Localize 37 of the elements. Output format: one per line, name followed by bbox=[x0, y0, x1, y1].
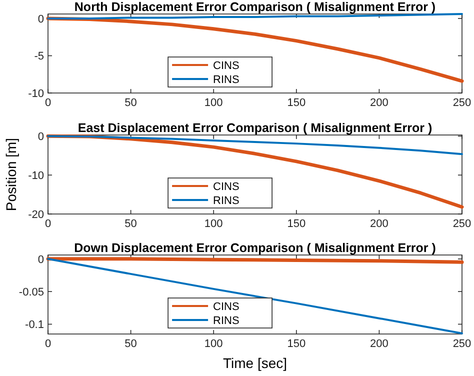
legend-label: RINS bbox=[213, 315, 240, 327]
x-tick-label: 100 bbox=[204, 97, 223, 109]
y-tick-label: 0 bbox=[38, 13, 44, 26]
chart-title: Down Displacement Error Comparison ( Misalignment Error ) bbox=[74, 241, 436, 255]
chart-title: East Displacement Error Comparison ( Misalignment Error ) bbox=[78, 121, 432, 135]
x-tick-label: 250 bbox=[452, 218, 472, 230]
legend-label: CINS bbox=[213, 301, 240, 313]
x-tick-label: 200 bbox=[370, 97, 388, 109]
y-tick-label: 0 bbox=[38, 131, 44, 144]
chart-title: North Displacement Error Comparison ( Misalignment Error ) bbox=[74, 0, 436, 14]
x-tick-label: 150 bbox=[287, 218, 306, 230]
x-tick-label: 200 bbox=[370, 338, 388, 350]
y-tick-label: -10 bbox=[28, 88, 44, 100]
x-tick-label: 200 bbox=[370, 218, 388, 230]
x-tick-label: 150 bbox=[287, 97, 306, 109]
line-series bbox=[47, 135, 463, 156]
legend-label: RINS bbox=[213, 195, 240, 207]
x-tick-label: 50 bbox=[124, 218, 137, 230]
x-tick-label: 250 bbox=[452, 338, 472, 350]
y-tick-label: 0 bbox=[38, 254, 44, 266]
x-axis-title: Time [sec] bbox=[222, 355, 288, 371]
legend-label: CINS bbox=[213, 181, 240, 193]
legend-label: RINS bbox=[213, 74, 240, 86]
x-tick-label: 50 bbox=[124, 97, 137, 109]
legend-label: CINS bbox=[213, 60, 240, 72]
line-series bbox=[47, 258, 463, 334]
y-tick-label: -0.05 bbox=[18, 286, 44, 299]
y-axis-title: Position [m] bbox=[3, 138, 19, 212]
y-tick-label: -5 bbox=[34, 50, 44, 63]
y-tick-label: -0.1 bbox=[25, 319, 44, 332]
x-tick-label: 100 bbox=[204, 218, 223, 230]
x-tick-label: 250 bbox=[452, 97, 472, 109]
x-tick-label: 100 bbox=[204, 338, 223, 350]
y-tick-label: -20 bbox=[28, 209, 44, 221]
y-tick-label: -10 bbox=[28, 170, 44, 182]
x-tick-label: 150 bbox=[287, 338, 306, 350]
x-tick-label: 50 bbox=[124, 338, 137, 350]
